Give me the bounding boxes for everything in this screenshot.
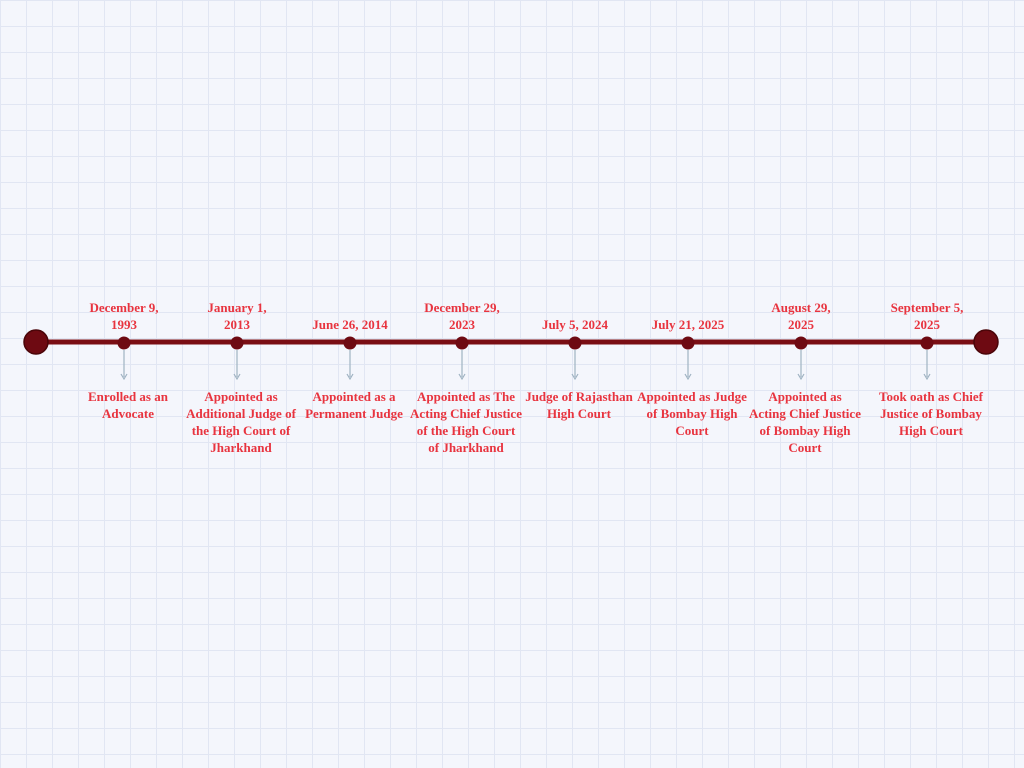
event-node [117,336,131,350]
event-date: August 29, 2025 [771,300,831,332]
arrow-head [120,373,128,381]
event-node [794,336,808,350]
event-node [681,336,695,350]
event-description: Judge of Rajasthan High Court [525,389,633,421]
timeline-end [973,329,999,355]
event-date: September 5, 2025 [890,300,964,332]
timeline-start [23,329,49,355]
arrow-head [923,373,931,381]
event-node [920,336,934,350]
arrow-head [684,373,692,381]
event-description: Enrolled as an Advocate [88,389,168,421]
event-description: Appointed as Additional Judge of the Hig… [186,389,296,455]
arrow-head [233,373,241,381]
arrow-head [346,373,354,381]
event-description: Appointed as Judge of Bombay High Court [637,389,747,438]
event-date: December 29, 2023 [424,300,500,332]
event-node [455,336,469,350]
arrow-head [797,373,805,381]
event-date: July 21, 2025 [651,317,725,332]
arrow-head [571,373,579,381]
event-description: Took oath as Chief Justice of Bombay Hig… [879,389,983,438]
event-node [343,336,357,350]
event-date: July 5, 2024 [541,317,609,332]
event-date: January 1, 2013 [207,300,267,332]
event-node [568,336,582,350]
event-description: Appointed as The Acting Chief Justice of… [410,389,522,455]
arrow-head [458,373,466,381]
event-node [230,336,244,350]
event-date: June 26, 2014 [312,317,388,332]
event-description: Appointed as a Permanent Judge [305,389,403,421]
event-description: Appointed as Acting Chief Justice of Bom… [749,389,861,455]
event-date: December 9, 1993 [89,300,159,332]
